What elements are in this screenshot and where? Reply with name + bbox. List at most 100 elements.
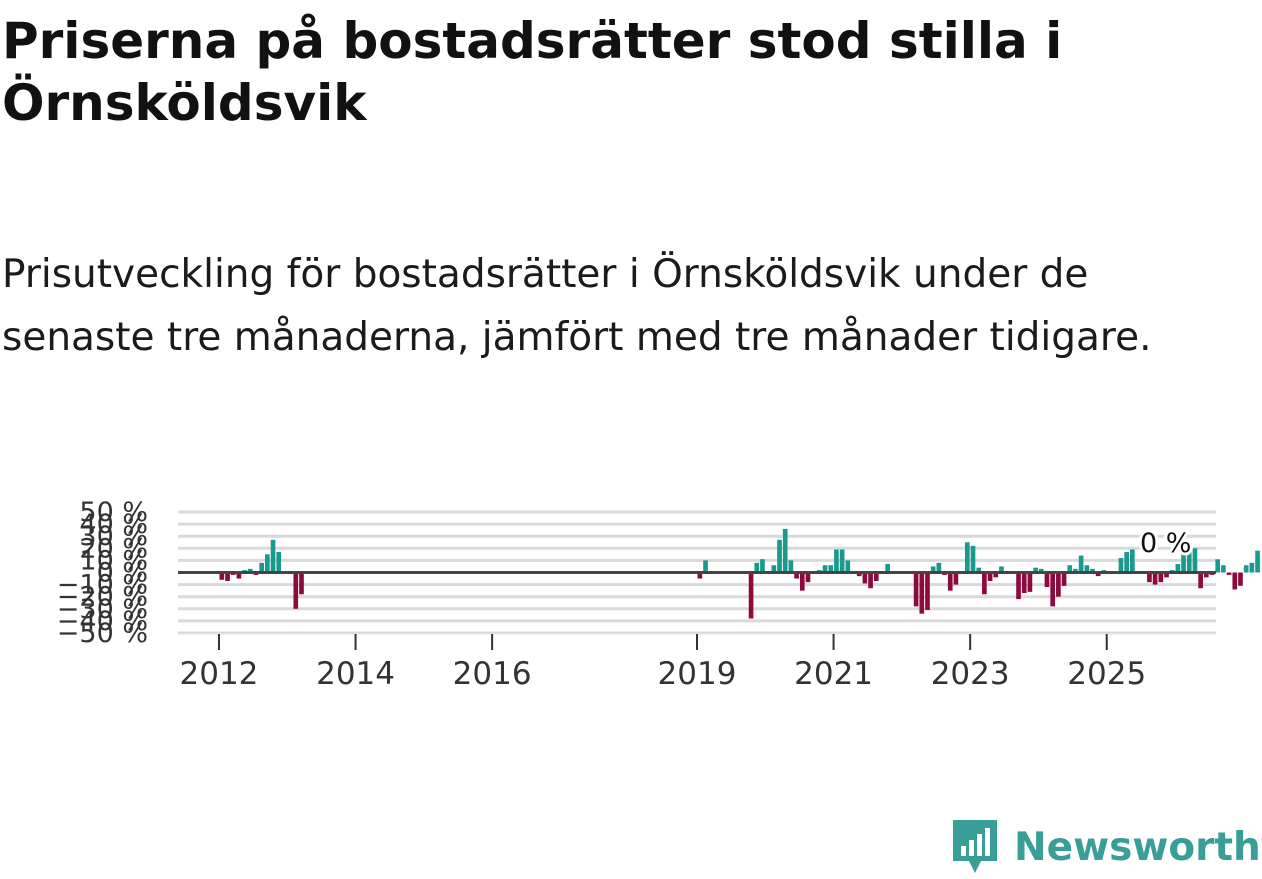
bar	[270, 539, 276, 573]
x-tick-label: 2016	[453, 656, 532, 692]
bar	[1118, 557, 1124, 573]
bar	[259, 562, 264, 573]
bar	[760, 559, 765, 573]
bar	[828, 565, 834, 573]
bar	[1152, 572, 1158, 585]
bar	[913, 572, 919, 607]
bar	[1021, 572, 1027, 594]
bar	[1198, 572, 1203, 589]
bar	[1095, 572, 1101, 577]
bar	[885, 564, 890, 573]
bar	[993, 572, 999, 578]
bar	[1158, 572, 1164, 583]
bar	[782, 528, 788, 573]
last-value-label: 0 %	[1140, 528, 1191, 559]
bar	[839, 549, 845, 573]
bar	[925, 572, 930, 611]
bar	[947, 572, 953, 591]
bar	[845, 560, 851, 573]
bar	[799, 572, 805, 591]
bar	[964, 542, 970, 573]
bar	[794, 572, 799, 579]
newsworthy-logo: Newsworthy	[950, 817, 1262, 877]
y-tick-label: 50 %	[79, 497, 148, 528]
chart-bars	[219, 528, 1260, 619]
y-tick-label: 40 %	[79, 509, 148, 540]
x-tick-label: 2012	[180, 656, 259, 692]
bar	[856, 572, 862, 577]
y-tick-label: −50 %	[57, 618, 148, 649]
bar	[822, 565, 828, 573]
bar	[247, 568, 253, 573]
y-tick-label: −20 %	[57, 582, 148, 613]
x-tick-label: 2019	[658, 656, 737, 692]
bar	[1061, 572, 1067, 586]
bar	[1056, 572, 1061, 597]
bar	[1078, 555, 1084, 573]
bar	[1044, 572, 1050, 588]
y-tick-label: 10 %	[79, 545, 148, 576]
bar	[999, 566, 1004, 573]
bar	[1124, 551, 1129, 573]
bar	[834, 549, 839, 573]
bar	[788, 560, 794, 573]
bar	[1027, 572, 1033, 592]
chart-subtitle: Prisutveckling för bostadsrätter i Örnsk…	[2, 252, 1152, 360]
bar	[703, 560, 708, 573]
bar	[299, 572, 304, 595]
bar	[1249, 562, 1255, 573]
bar	[1192, 548, 1198, 573]
bar-chart: 50 %40 %30 %20 %10 %0 %−10 %−20 %−30 %−4…	[57, 497, 1260, 692]
bar	[1175, 564, 1181, 573]
bar	[862, 572, 868, 584]
brand-name: Newsworthy	[1014, 824, 1262, 870]
bar	[1243, 565, 1249, 573]
y-tick-label: 20 %	[79, 533, 148, 564]
bar	[1084, 565, 1090, 573]
bar	[1033, 567, 1038, 573]
bar	[919, 572, 925, 614]
bar	[1215, 559, 1221, 573]
bar	[936, 562, 942, 573]
bar	[1238, 572, 1243, 586]
bar	[1232, 572, 1238, 590]
bar	[1221, 565, 1226, 573]
y-tick-label: −40 %	[57, 606, 148, 637]
x-tick-label: 2021	[794, 656, 873, 692]
y-axis-tick-labels: 50 %40 %30 %20 %10 %0 %−10 %−20 %−30 %−4…	[57, 497, 148, 649]
bar	[236, 572, 242, 579]
bar	[219, 572, 225, 580]
bar	[777, 539, 782, 573]
bar	[805, 572, 811, 583]
bar	[953, 572, 959, 585]
newsworthy-logo-icon	[953, 820, 997, 873]
bar	[1226, 572, 1232, 575]
bar	[697, 572, 703, 579]
x-axis: 2012 2014 2016 2019 2021 2023 2025	[178, 633, 1216, 692]
bar	[1073, 568, 1078, 573]
bar	[265, 554, 270, 573]
bar	[873, 572, 879, 581]
bar	[1090, 568, 1095, 573]
bar	[970, 545, 976, 573]
bar	[1147, 572, 1152, 583]
bar	[1067, 565, 1073, 573]
bar	[293, 572, 299, 609]
bar	[987, 572, 993, 581]
x-tick-label: 2023	[931, 656, 1010, 692]
bar	[1130, 549, 1135, 573]
bar	[1038, 568, 1044, 573]
bar	[754, 562, 760, 573]
page-title: Priserna på bostadsrätter stod stilla i …	[2, 12, 1063, 132]
bar	[225, 572, 230, 581]
bar	[868, 572, 873, 589]
y-tick-label: −10 %	[57, 570, 148, 601]
x-tick-label: 2014	[316, 656, 395, 692]
bar	[930, 566, 936, 573]
bar	[1016, 572, 1021, 600]
bar	[1203, 572, 1209, 578]
bar	[982, 572, 987, 595]
y-tick-label: −30 %	[57, 594, 148, 625]
bar	[1181, 532, 1186, 573]
bar	[771, 565, 777, 573]
